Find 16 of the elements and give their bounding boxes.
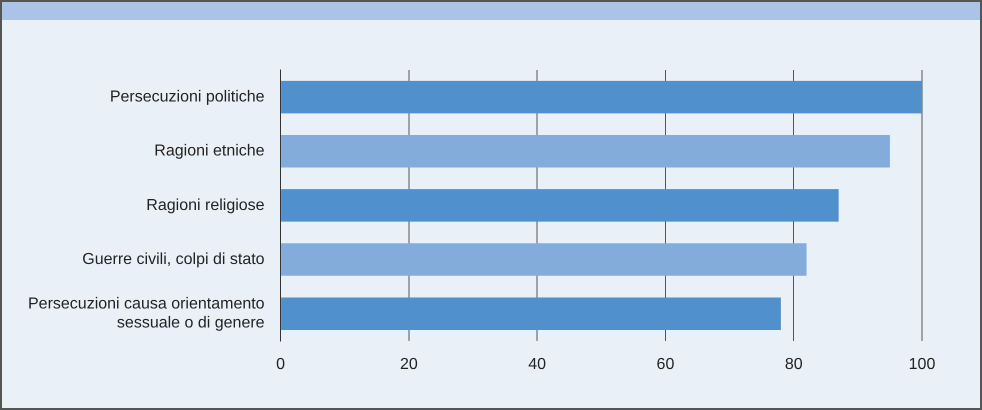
bar: [281, 189, 839, 222]
x-tick-label: 40: [528, 356, 546, 373]
x-tick-label: 20: [400, 356, 418, 373]
bar: [281, 243, 807, 276]
bar: [281, 297, 781, 330]
y-tick-label: Persecuzioni causa orientamento sessuale o di genere: [28, 296, 265, 332]
bar: [281, 134, 890, 168]
x-tick-label: 100: [908, 356, 936, 373]
y-tick-label: Ragioni etniche: [154, 142, 265, 160]
y-tick-label: Persecuzioni politiche: [110, 88, 265, 106]
x-tick-label: 0: [276, 356, 286, 373]
x-tick-label: 80: [784, 356, 803, 373]
y-tick-label: Ragioni religiose: [146, 196, 265, 214]
bar: [281, 80, 922, 114]
y-tick-label: Guerre civili, colpi di stato: [82, 250, 265, 268]
x-tick-label: 60: [656, 356, 674, 373]
